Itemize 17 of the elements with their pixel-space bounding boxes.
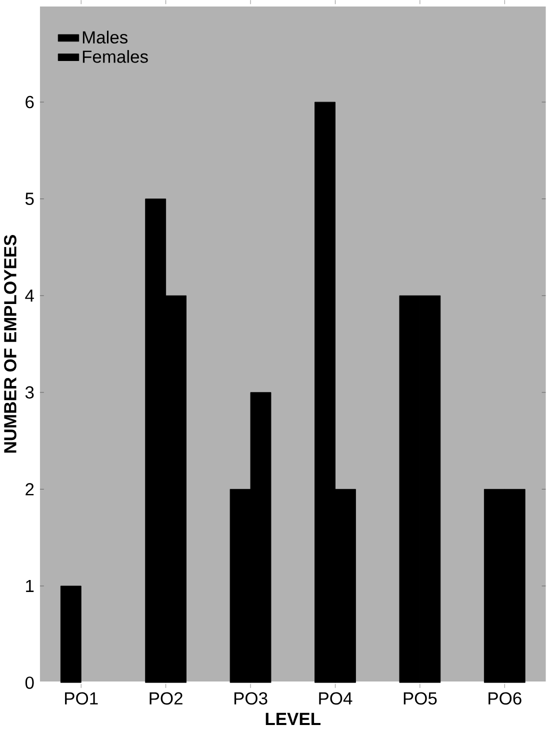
y-tick-label: 2 — [26, 483, 34, 496]
x-tick-label: PO4 — [319, 692, 352, 705]
y-tick-label: 5 — [25, 192, 34, 205]
x-tick-label: PO1 — [64, 692, 98, 705]
y-tick-label: 6 — [26, 96, 34, 108]
x-tick-label: PO5 — [404, 692, 437, 705]
x-tick-label: PO3 — [234, 692, 268, 705]
y-tick-label: 1 — [26, 580, 34, 592]
y-tick-label: 0 — [25, 676, 34, 689]
x-axis-title: LEVEL — [266, 712, 320, 725]
legend-label: Males — [82, 30, 128, 44]
x-tick-label: PO2 — [150, 692, 182, 705]
legend-label: Females — [82, 50, 148, 63]
x-tick-label: PO6 — [488, 692, 522, 705]
y-tick-label: 4 — [25, 290, 34, 302]
y-axis-title: NUMBER OF EMPLOYEES — [4, 235, 16, 453]
y-tick-label: 3 — [25, 386, 34, 399]
